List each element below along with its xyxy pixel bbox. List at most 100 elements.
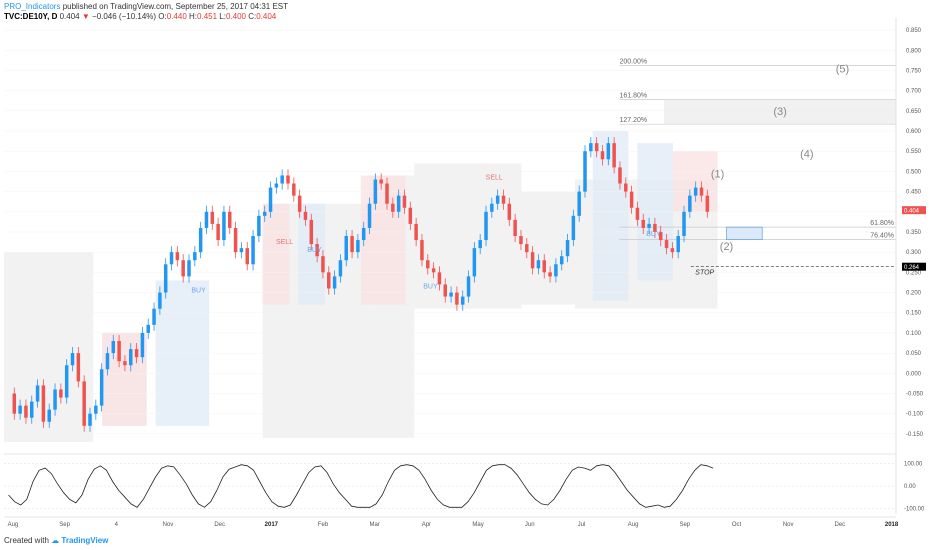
candle-body[interactable] xyxy=(146,324,150,333)
candle-body[interactable] xyxy=(414,223,418,241)
candle-body[interactable] xyxy=(635,207,640,220)
candle-body[interactable] xyxy=(111,341,116,354)
candle-body[interactable] xyxy=(530,252,535,269)
candle-body[interactable] xyxy=(577,191,581,216)
candle-body[interactable] xyxy=(268,187,273,212)
candle-body[interactable] xyxy=(536,260,541,269)
candle-body[interactable] xyxy=(338,260,343,277)
candle-body[interactable] xyxy=(507,203,512,220)
candle-body[interactable] xyxy=(664,240,669,249)
candle-body[interactable] xyxy=(559,256,564,265)
candle-body[interactable] xyxy=(676,236,680,253)
candle-body[interactable] xyxy=(297,195,302,212)
candle-body[interactable] xyxy=(262,211,267,216)
candle-body[interactable] xyxy=(426,260,430,269)
candle-body[interactable] xyxy=(705,195,710,212)
candle-body[interactable] xyxy=(129,349,133,366)
candle-body[interactable] xyxy=(519,236,523,245)
candle-body[interactable] xyxy=(35,385,40,402)
candle-body[interactable] xyxy=(641,219,646,228)
candle-body[interactable] xyxy=(222,211,226,241)
candle-body[interactable] xyxy=(175,252,180,261)
oscillator-pane[interactable]: 100.00 0.00 -100.00 xyxy=(4,453,925,512)
candle-body[interactable] xyxy=(140,332,145,358)
candle-body[interactable] xyxy=(629,191,634,208)
candle-body[interactable] xyxy=(571,215,576,241)
candle-body[interactable] xyxy=(688,195,692,212)
candle-body[interactable] xyxy=(332,276,337,289)
candle-body[interactable] xyxy=(18,405,22,414)
candle-body[interactable] xyxy=(321,256,325,273)
candle-body[interactable] xyxy=(356,240,360,253)
candle-body[interactable] xyxy=(658,231,663,241)
candle-body[interactable] xyxy=(612,143,616,168)
candle-body[interactable] xyxy=(437,272,442,285)
price-axis[interactable]: 0.850 0.800 0.750 0.700 0.650 0.600 0.550 0.500… xyxy=(895,18,926,514)
candle-body[interactable] xyxy=(490,203,494,212)
candle-body[interactable] xyxy=(373,179,378,204)
candle-body[interactable] xyxy=(274,183,279,188)
tradingview-logo[interactable]: TradingView xyxy=(61,536,109,545)
candle-body[interactable] xyxy=(24,405,28,418)
candle-body[interactable] xyxy=(198,227,203,253)
candle-body[interactable] xyxy=(594,143,599,152)
candle-body[interactable] xyxy=(455,292,459,305)
candle-body[interactable] xyxy=(152,308,156,325)
candle-body[interactable] xyxy=(233,227,238,253)
candle-body[interactable] xyxy=(466,276,471,297)
candle-body[interactable] xyxy=(501,195,506,204)
candle-body[interactable] xyxy=(670,248,675,253)
candle-body[interactable] xyxy=(402,195,407,208)
symbol-label[interactable]: TVC:DE10Y, D xyxy=(4,12,58,21)
candle-body[interactable] xyxy=(391,203,395,212)
candle-body[interactable] xyxy=(187,260,191,277)
candle-body[interactable] xyxy=(548,272,552,277)
candle-body[interactable] xyxy=(47,409,51,422)
candle-body[interactable] xyxy=(600,151,605,160)
candle-body[interactable] xyxy=(618,167,622,184)
candle-body[interactable] xyxy=(181,260,185,277)
candle-body[interactable] xyxy=(216,223,220,241)
candle-body[interactable] xyxy=(565,240,570,257)
candle-body[interactable] xyxy=(292,183,296,196)
candle-body[interactable] xyxy=(525,244,529,253)
candle-body[interactable] xyxy=(396,195,401,212)
candle-body[interactable] xyxy=(59,389,63,398)
candle-body[interactable] xyxy=(76,353,81,382)
candle-body[interactable] xyxy=(315,244,319,257)
candle-body[interactable] xyxy=(542,260,546,273)
candle-body[interactable] xyxy=(513,219,517,237)
candlestick-series[interactable] xyxy=(12,137,710,432)
candle-body[interactable] xyxy=(554,264,558,277)
candle-body[interactable] xyxy=(408,207,413,224)
time-axis[interactable]: Aug Sep 4 Nov Dec 2017 Feb Mar Apr May Jun Jul Aug Se… xyxy=(4,516,899,528)
candle-body[interactable] xyxy=(361,227,366,241)
candle-body[interactable] xyxy=(210,211,215,224)
candle-body[interactable] xyxy=(41,385,46,422)
candle-body[interactable] xyxy=(303,211,308,220)
candle-body[interactable] xyxy=(647,223,651,228)
candle-body[interactable] xyxy=(350,236,354,253)
candle-body[interactable] xyxy=(420,240,424,261)
candle-body[interactable] xyxy=(53,389,57,410)
candle-body[interactable] xyxy=(460,296,465,305)
candle-body[interactable] xyxy=(70,353,75,366)
candle-body[interactable] xyxy=(134,349,139,358)
candle-body[interactable] xyxy=(88,413,92,426)
candle-body[interactable] xyxy=(30,401,34,418)
candle-body[interactable] xyxy=(367,203,372,228)
candle-body[interactable] xyxy=(94,405,98,414)
candle-body[interactable] xyxy=(204,211,209,228)
candle-body[interactable] xyxy=(245,248,249,265)
candle-body[interactable] xyxy=(682,211,686,237)
candle-body[interactable] xyxy=(169,252,174,265)
candle-body[interactable] xyxy=(693,187,698,196)
candle-body[interactable] xyxy=(64,365,69,398)
candle-body[interactable] xyxy=(478,240,482,249)
candle-body[interactable] xyxy=(99,369,104,406)
candle-body[interactable] xyxy=(431,268,436,273)
candle-body[interactable] xyxy=(280,175,284,184)
candle-body[interactable] xyxy=(589,143,593,152)
candle-body[interactable] xyxy=(251,236,255,265)
candle-body[interactable] xyxy=(443,284,447,297)
